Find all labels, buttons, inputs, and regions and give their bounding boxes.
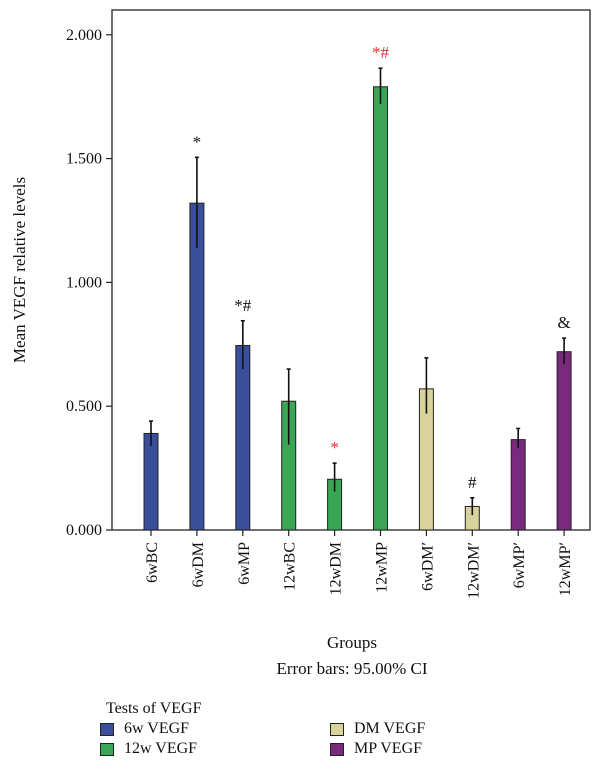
legend-label: MP VEGF xyxy=(354,740,423,757)
y-tick-label: 0.000 xyxy=(66,522,102,539)
legend-item: 6w VEGF xyxy=(100,720,330,738)
x-tick-label: 12wMP′ xyxy=(557,542,574,596)
bar xyxy=(235,345,251,531)
x-tick-label: 12wBC xyxy=(282,542,299,591)
x-tick-label: 6wBC xyxy=(144,542,161,583)
legend-label: 6w VEGF xyxy=(124,720,190,737)
legend-swatch xyxy=(330,722,344,736)
x-tick-label: 6wMP xyxy=(236,542,253,585)
chart-bars xyxy=(143,67,572,531)
y-tick-label: 0.500 xyxy=(66,398,102,415)
significance-mark: * xyxy=(330,438,339,457)
x-tick-label: 12wDM xyxy=(328,542,345,595)
x-tick-label: 12wDM′ xyxy=(465,542,482,599)
significance-mark: # xyxy=(468,473,477,492)
y-tick-label: 1.000 xyxy=(66,274,102,291)
legend-item: 12w VEGF xyxy=(100,740,330,758)
significance-mark: *# xyxy=(372,43,390,62)
chart-subtitle: Error bars: 95.00% CI xyxy=(276,659,427,678)
y-axis-label: Mean VEGF relative levels xyxy=(10,177,29,363)
x-axis-label: Groups xyxy=(327,633,377,652)
significance-mark: & xyxy=(557,313,570,332)
bar xyxy=(510,439,526,531)
plot-frame xyxy=(111,9,591,531)
legend-items: 6w VEGF DM VEGF 12w VEGF MP VEGF xyxy=(100,720,580,758)
x-tick-label: 6wMP′ xyxy=(511,542,528,588)
bar-chart: 0.000 0.500 1.000 1.500 2.000 Mean VEGF relat… xyxy=(10,9,591,678)
y-tick-label: 2.000 xyxy=(66,27,102,44)
bar xyxy=(556,351,572,531)
bar xyxy=(143,432,159,531)
legend-item: DM VEGF xyxy=(330,720,560,738)
legend-swatch xyxy=(100,742,114,756)
legend-title: Tests of VEGF xyxy=(106,700,202,717)
legend-swatch xyxy=(100,722,114,736)
x-tick-label: 12wMP xyxy=(374,542,391,593)
significance-mark: * xyxy=(193,132,202,151)
y-tick-label: 1.500 xyxy=(66,151,102,168)
chart-axes xyxy=(106,9,591,536)
significance-mark: *# xyxy=(234,296,252,315)
bar xyxy=(189,202,205,531)
legend-label: 12w VEGF xyxy=(124,740,198,757)
legend-item: MP VEGF xyxy=(330,740,560,758)
chart-labels: 0.000 0.500 1.000 1.500 2.000 Mean VEGF relat… xyxy=(10,27,574,678)
bar xyxy=(373,86,388,531)
legend-swatch xyxy=(330,742,344,756)
legend-label: DM VEGF xyxy=(354,720,426,737)
x-tick-label: 6wDM xyxy=(190,542,207,587)
x-tick-label: 6wDM′ xyxy=(419,542,436,591)
legend: Tests of VEGF 6w VEGF DM VEGF 12w VEGF MP V… xyxy=(100,700,580,758)
